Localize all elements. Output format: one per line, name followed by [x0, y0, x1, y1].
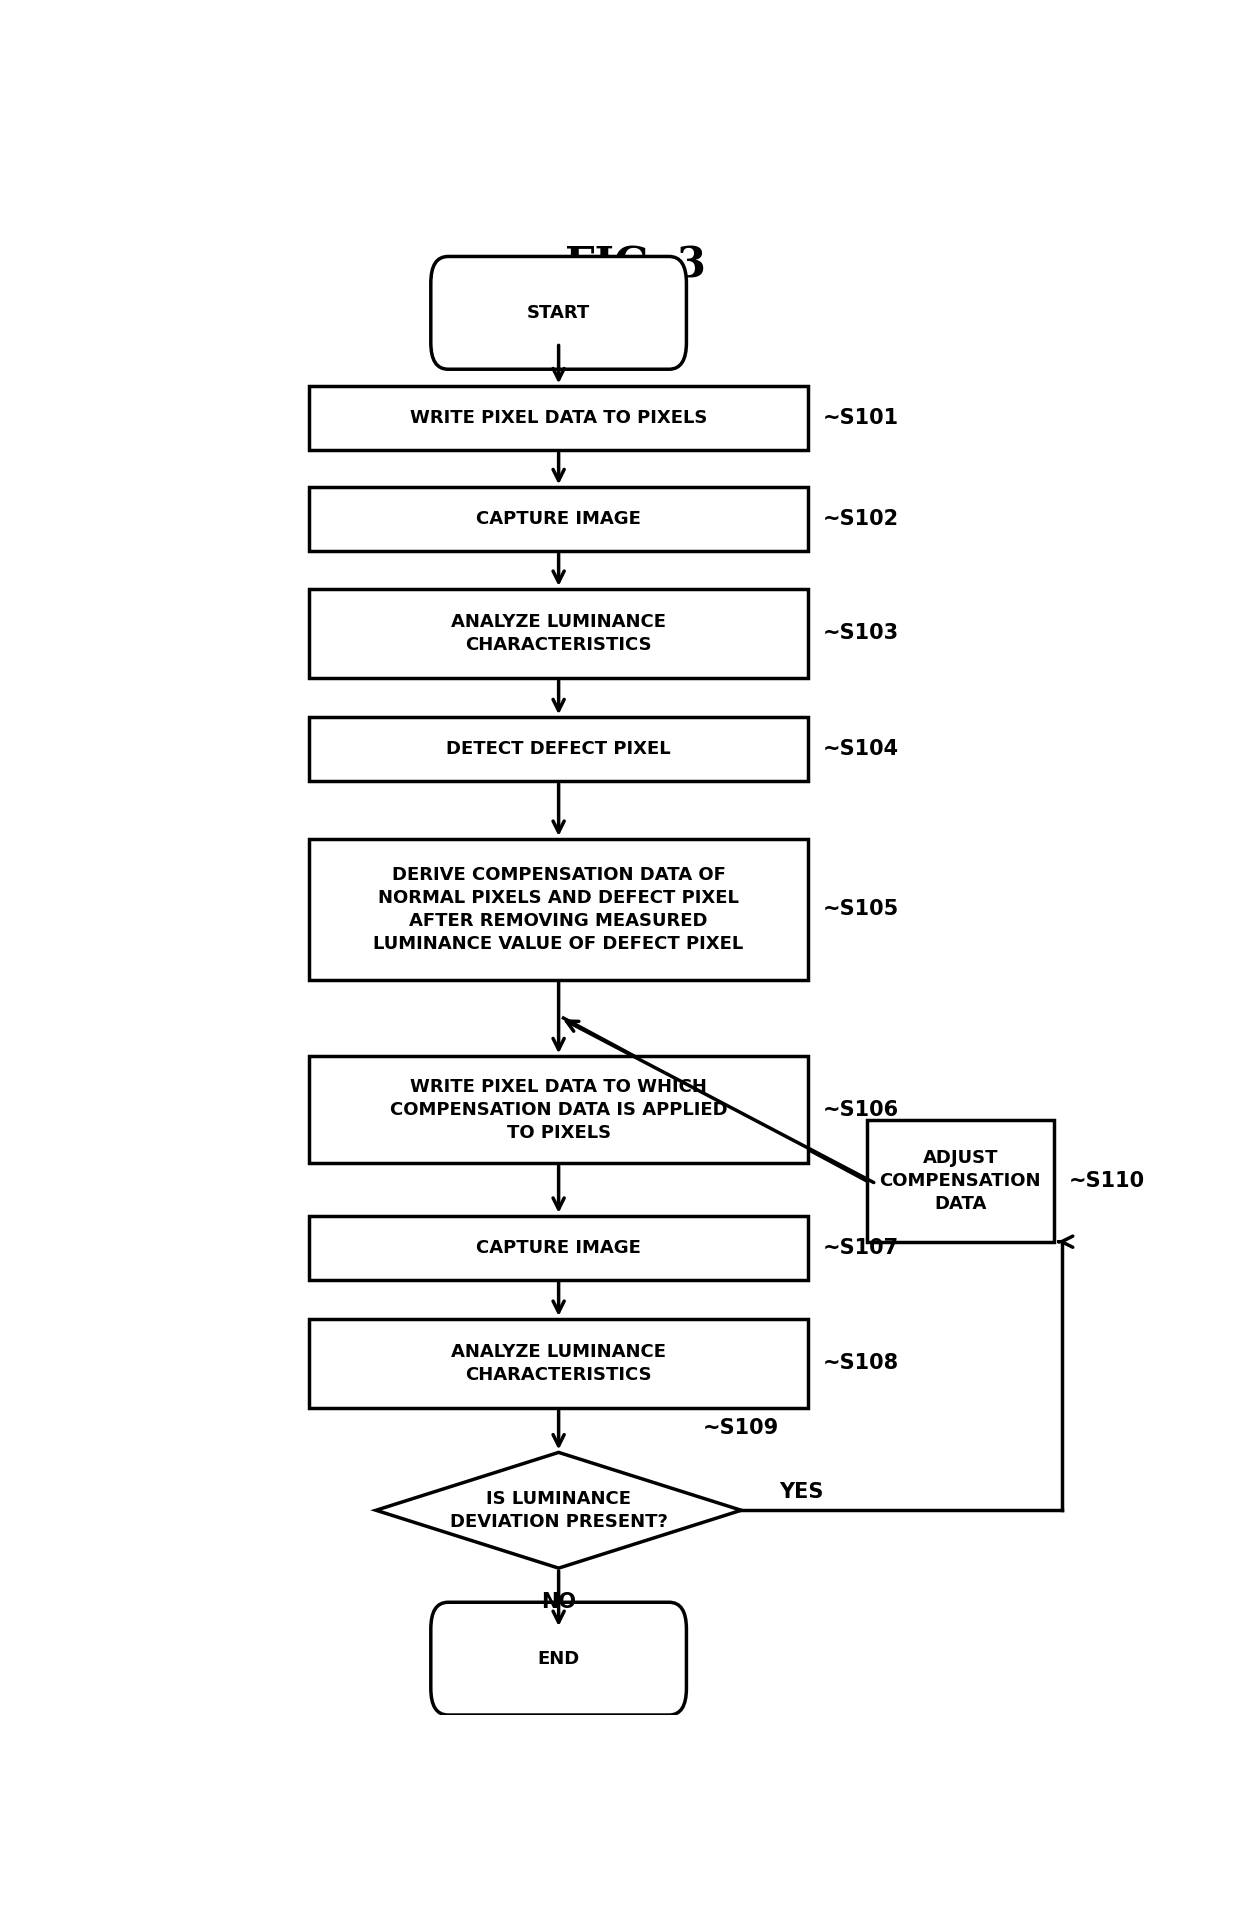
- FancyBboxPatch shape: [430, 1601, 687, 1715]
- Bar: [309, 1318, 808, 1409]
- Text: WRITE PIXEL DATA TO PIXELS: WRITE PIXEL DATA TO PIXELS: [410, 409, 707, 428]
- Text: START: START: [527, 304, 590, 322]
- Bar: [309, 838, 808, 979]
- Text: CAPTURE IMAGE: CAPTURE IMAGE: [476, 511, 641, 528]
- Text: ~S110: ~S110: [1069, 1172, 1145, 1191]
- Bar: [309, 385, 808, 451]
- Text: ANALYZE LUMINANCE
CHARACTERISTICS: ANALYZE LUMINANCE CHARACTERISTICS: [451, 1343, 666, 1384]
- Polygon shape: [376, 1453, 742, 1569]
- Text: ~S104: ~S104: [823, 740, 899, 759]
- Text: NO: NO: [541, 1592, 577, 1611]
- Text: CAPTURE IMAGE: CAPTURE IMAGE: [476, 1239, 641, 1256]
- Text: FIG. 3: FIG. 3: [565, 245, 706, 287]
- Text: WRITE PIXEL DATA TO WHICH
COMPENSATION DATA IS APPLIED
TO PIXELS: WRITE PIXEL DATA TO WHICH COMPENSATION D…: [389, 1077, 728, 1141]
- Text: ~S101: ~S101: [823, 409, 899, 428]
- Text: DETECT DEFECT PIXEL: DETECT DEFECT PIXEL: [446, 740, 671, 757]
- Bar: [867, 1120, 1054, 1241]
- Bar: [309, 717, 808, 780]
- Text: ~S107: ~S107: [823, 1237, 899, 1258]
- Bar: [309, 1216, 808, 1280]
- Text: ~S103: ~S103: [823, 622, 899, 644]
- Text: ~S106: ~S106: [823, 1100, 899, 1120]
- Bar: [309, 488, 808, 551]
- FancyBboxPatch shape: [430, 256, 687, 370]
- Text: ADJUST
COMPENSATION
DATA: ADJUST COMPENSATION DATA: [879, 1148, 1042, 1212]
- Text: DERIVE COMPENSATION DATA OF
NORMAL PIXELS AND DEFECT PIXEL
AFTER REMOVING MEASUR: DERIVE COMPENSATION DATA OF NORMAL PIXEL…: [373, 865, 744, 952]
- Bar: [309, 1056, 808, 1164]
- Text: END: END: [537, 1650, 580, 1667]
- Text: IS LUMINANCE
DEVIATION PRESENT?: IS LUMINANCE DEVIATION PRESENT?: [450, 1490, 667, 1530]
- Bar: [309, 590, 808, 678]
- Text: ~S108: ~S108: [823, 1353, 899, 1374]
- Text: ~S102: ~S102: [823, 509, 899, 530]
- Text: ~S105: ~S105: [823, 900, 899, 919]
- Text: ~S109: ~S109: [703, 1418, 779, 1438]
- Text: YES: YES: [780, 1482, 825, 1503]
- Text: ANALYZE LUMINANCE
CHARACTERISTICS: ANALYZE LUMINANCE CHARACTERISTICS: [451, 613, 666, 653]
